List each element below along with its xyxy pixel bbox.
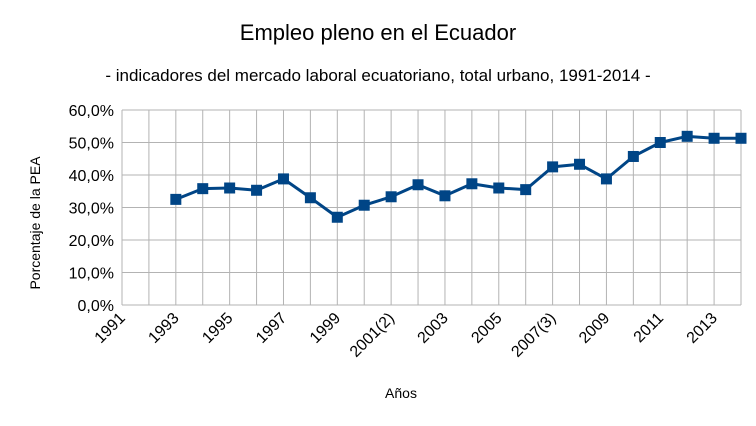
y-tick-label: 60,0% (69, 103, 114, 120)
y-tick-label: 10,0% (69, 266, 114, 283)
data-point-marker (277, 173, 289, 185)
grid-lines (121, 109, 742, 306)
series-group (170, 130, 747, 223)
data-point-marker (600, 173, 612, 185)
data-point-marker (654, 137, 666, 148)
x-tick-label: 2007(3) (508, 310, 559, 361)
y-axis-ticks: 0,0% 10,0% 20,0% 30,0% 40,0% 50,0% 60,0% (69, 103, 114, 315)
data-point-marker (708, 132, 720, 144)
x-tick-label: 2001(2) (347, 310, 398, 361)
x-tick-label: 1991 (92, 310, 129, 347)
x-tick-label: 1993 (145, 310, 182, 347)
data-point-marker (224, 182, 236, 194)
x-tick-label: 2003 (415, 310, 452, 347)
data-point-marker (466, 178, 478, 190)
data-point-marker (547, 161, 559, 173)
y-tick-label: 0,0% (78, 298, 114, 315)
y-tick-label: 40,0% (69, 168, 114, 185)
data-point-marker (681, 130, 693, 142)
data-point-marker (493, 182, 505, 194)
data-point-marker (385, 191, 397, 203)
x-axis-ticks: 1991 1993 1995 1997 1999 2001(2) 2003 2005 2007(… (92, 310, 721, 361)
chart-title: Empleo pleno en el Ecuador (239, 20, 517, 45)
y-tick-label: 20,0% (69, 233, 114, 250)
x-tick-label: 1999 (307, 310, 344, 347)
data-point-marker (304, 192, 316, 204)
y-axis-label: Porcentaje de la PEA (27, 156, 43, 290)
chart-subtitle: - indicadores del mercado laboral ecuato… (105, 66, 651, 85)
data-point-marker (412, 179, 424, 191)
data-point-marker (251, 184, 263, 196)
x-axis-label: Años (385, 385, 417, 401)
x-tick-label: 2009 (576, 310, 613, 347)
series-line (175, 134, 741, 219)
data-point-marker (574, 158, 586, 170)
x-tick-label: 2005 (468, 310, 505, 347)
x-tick-label: 2013 (684, 310, 721, 347)
y-tick-label: 30,0% (69, 201, 114, 218)
y-tick-label: 50,0% (69, 136, 114, 153)
data-point-marker (735, 132, 747, 144)
data-point-marker (627, 150, 639, 162)
x-tick-label: 1995 (199, 310, 236, 347)
x-tick-label: 1997 (253, 310, 290, 347)
data-point-marker (331, 211, 343, 223)
data-point-marker (170, 193, 182, 205)
data-point-marker (197, 183, 209, 195)
data-point-marker (439, 190, 451, 202)
data-point-marker (520, 184, 532, 196)
data-point-marker (358, 199, 370, 211)
x-tick-label: 2011 (631, 310, 667, 346)
